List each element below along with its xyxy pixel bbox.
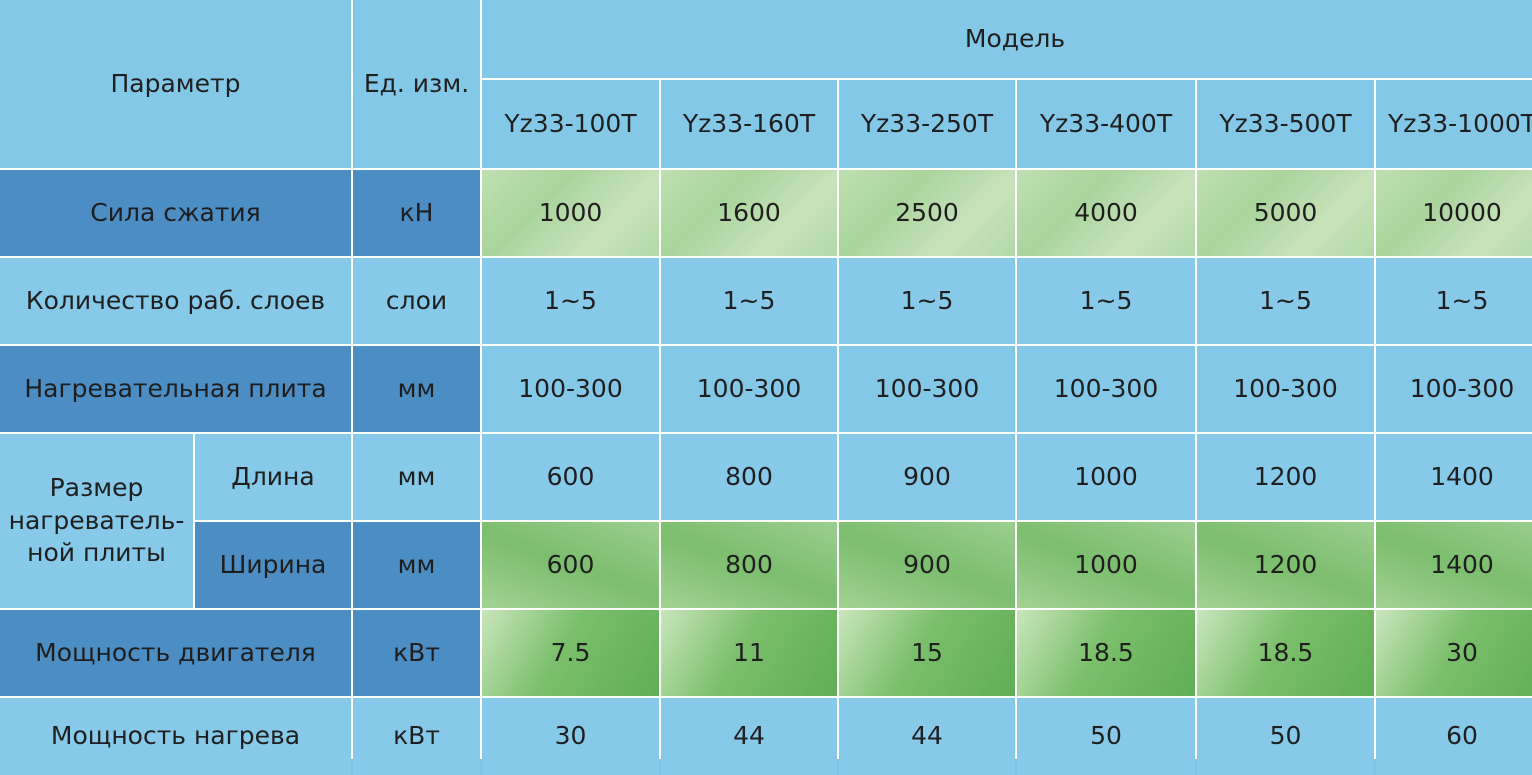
- row-plate-value: 100-300: [482, 346, 659, 432]
- row-heat-power-value: 60: [1376, 698, 1532, 775]
- header-model-1: Yz33-100T: [482, 80, 659, 168]
- row-length-value: 1400: [1376, 434, 1532, 520]
- header-model-6: Yz33-1000T: [1376, 80, 1532, 168]
- row-width-value: 600: [482, 522, 659, 608]
- row-length-value: 1200: [1197, 434, 1374, 520]
- row-motor-power-value: 30: [1376, 610, 1532, 696]
- row-motor-power-value: 15: [839, 610, 1015, 696]
- row-layers-value: 1~5: [482, 258, 659, 344]
- row-layers-value: 1~5: [661, 258, 837, 344]
- row-plate-unit: мм: [353, 346, 480, 432]
- row-length-value: 800: [661, 434, 837, 520]
- row-heat-power-value: 44: [661, 698, 837, 775]
- row-layers-value: 1~5: [1017, 258, 1195, 344]
- row-length-value: 1000: [1017, 434, 1195, 520]
- header-model: Модель: [482, 0, 1532, 78]
- row-length-label: Длина: [195, 434, 351, 520]
- row-force-value: 10000: [1376, 170, 1532, 256]
- header-model-3: Yz33-250T: [839, 80, 1015, 168]
- row-plate-label: Нагревательная плита: [0, 346, 351, 432]
- row-width-value: 900: [839, 522, 1015, 608]
- row-force-label: Сила сжатия: [0, 170, 351, 256]
- row-layers-unit: слои: [353, 258, 480, 344]
- row-heat-power-label: Мощность нагрева: [0, 698, 351, 775]
- row-heat-power-value: 44: [839, 698, 1015, 775]
- row-motor-power-value: 18.5: [1197, 610, 1374, 696]
- row-motor-power-value: 18.5: [1017, 610, 1195, 696]
- row-width-label: Ширина: [195, 522, 351, 608]
- row-width-unit: мм: [353, 522, 480, 608]
- row-force-value: 1600: [661, 170, 837, 256]
- row-layers-value: 1~5: [1197, 258, 1374, 344]
- row-force-unit: кН: [353, 170, 480, 256]
- row-plate-value: 100-300: [1376, 346, 1532, 432]
- row-motor-power-value: 11: [661, 610, 837, 696]
- row-length-value: 900: [839, 434, 1015, 520]
- row-force-value: 4000: [1017, 170, 1195, 256]
- row-motor-power-label: Мощность двигателя: [0, 610, 351, 696]
- row-force-value: 5000: [1197, 170, 1374, 256]
- row-force-value: 1000: [482, 170, 659, 256]
- row-width-value: 800: [661, 522, 837, 608]
- row-plate-value: 100-300: [1017, 346, 1195, 432]
- row-plate-value: 100-300: [661, 346, 837, 432]
- row-width-value: 1200: [1197, 522, 1374, 608]
- row-heat-power-value: 50: [1197, 698, 1374, 775]
- row-heat-power-unit: кВт: [353, 698, 480, 775]
- row-heat-power-value: 30: [482, 698, 659, 775]
- row-plate-size-group-label: Размер нагреватель- ной плиты: [0, 434, 193, 608]
- row-plate-value: 100-300: [839, 346, 1015, 432]
- row-length-unit: мм: [353, 434, 480, 520]
- header-unit: Ед. изм.: [353, 0, 480, 168]
- header-model-5: Yz33-500T: [1197, 80, 1374, 168]
- row-heat-power-value: 50: [1017, 698, 1195, 775]
- row-motor-power-unit: кВт: [353, 610, 480, 696]
- row-layers-value: 1~5: [1376, 258, 1532, 344]
- header-model-2: Yz33-160T: [661, 80, 837, 168]
- row-plate-value: 100-300: [1197, 346, 1374, 432]
- row-layers-label: Количество раб. слоев: [0, 258, 351, 344]
- spec-table: Параметр Ед. изм. Модель Yz33-100T Yz33-…: [0, 0, 1532, 759]
- row-length-value: 600: [482, 434, 659, 520]
- row-force-value: 2500: [839, 170, 1015, 256]
- row-motor-power-value: 7.5: [482, 610, 659, 696]
- header-parameter: Параметр: [0, 0, 351, 168]
- header-model-4: Yz33-400T: [1017, 80, 1195, 168]
- row-layers-value: 1~5: [839, 258, 1015, 344]
- row-width-value: 1400: [1376, 522, 1532, 608]
- row-width-value: 1000: [1017, 522, 1195, 608]
